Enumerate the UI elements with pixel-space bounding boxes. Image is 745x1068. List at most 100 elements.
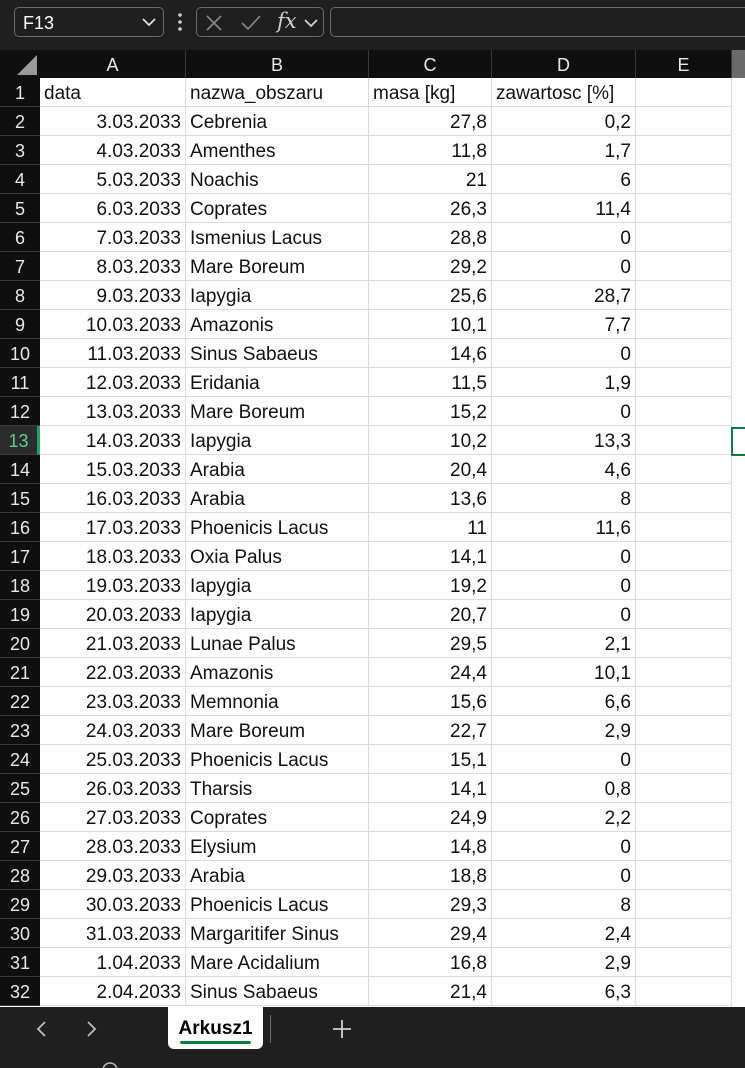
cell[interactable] — [636, 426, 732, 455]
row-header[interactable]: 8 — [0, 281, 40, 310]
cell[interactable]: 6.03.2033 — [40, 194, 186, 223]
cell[interactable]: 11 — [369, 513, 492, 542]
cell[interactable] — [636, 774, 732, 803]
column-header-e[interactable]: E — [636, 50, 732, 78]
chevron-right-icon[interactable] — [82, 1019, 100, 1039]
cell[interactable]: 27,8 — [369, 107, 492, 136]
cell[interactable]: 11,4 — [492, 194, 636, 223]
cell[interactable]: 14.03.2033 — [40, 426, 186, 455]
cell[interactable]: 0 — [492, 745, 636, 774]
cell[interactable]: 10.03.2033 — [40, 310, 186, 339]
sheet-tab-label[interactable]: Arkusz1 — [178, 1018, 253, 1039]
cell[interactable]: 26.03.2033 — [40, 774, 186, 803]
cell[interactable] — [636, 165, 732, 194]
cell[interactable]: Iapygia — [186, 600, 369, 629]
accessibility-icon[interactable] — [100, 1060, 120, 1068]
cell[interactable]: Arabia — [186, 861, 369, 890]
cell[interactable]: 28.03.2033 — [40, 832, 186, 861]
cell[interactable]: 11.03.2033 — [40, 339, 186, 368]
cell[interactable]: Elysium — [186, 832, 369, 861]
select-all-button[interactable] — [0, 50, 40, 78]
cell[interactable]: 3.03.2033 — [40, 107, 186, 136]
cell[interactable]: 0 — [492, 861, 636, 890]
cell[interactable]: Oxia Palus — [186, 542, 369, 571]
cell[interactable]: Cebrenia — [186, 107, 369, 136]
cell[interactable]: 10,2 — [369, 426, 492, 455]
cell[interactable] — [636, 832, 732, 861]
cell[interactable]: 0 — [492, 571, 636, 600]
row-header[interactable]: 18 — [0, 571, 40, 600]
cell[interactable]: 24.03.2033 — [40, 716, 186, 745]
chevron-down-icon[interactable] — [141, 13, 157, 31]
cell[interactable]: 21,4 — [369, 977, 492, 1006]
cell[interactable]: Mare Boreum — [186, 397, 369, 426]
cell[interactable]: 9.03.2033 — [40, 281, 186, 310]
vertical-scrollbar[interactable] — [732, 50, 745, 78]
column-header-a[interactable]: A — [40, 50, 186, 78]
cell[interactable]: 29,4 — [369, 919, 492, 948]
row-header[interactable]: 15 — [0, 484, 40, 513]
cell[interactable]: 19,2 — [369, 571, 492, 600]
active-cell-outline[interactable] — [731, 427, 745, 456]
row-header[interactable]: 30 — [0, 919, 40, 948]
cell[interactable]: 15,1 — [369, 745, 492, 774]
cell[interactable] — [636, 339, 732, 368]
cell[interactable]: 20.03.2033 — [40, 600, 186, 629]
cell[interactable]: nazwa_obszaru — [186, 78, 369, 107]
row-header[interactable]: 16 — [0, 513, 40, 542]
cell[interactable] — [636, 687, 732, 716]
vertical-dots-icon[interactable] — [174, 10, 186, 34]
cell[interactable]: 18,8 — [369, 861, 492, 890]
cell[interactable]: 14,8 — [369, 832, 492, 861]
cell[interactable]: 30.03.2033 — [40, 890, 186, 919]
cell[interactable]: Mare Boreum — [186, 716, 369, 745]
cell[interactable]: 11,8 — [369, 136, 492, 165]
cell[interactable]: Amazonis — [186, 658, 369, 687]
cell[interactable]: 6,3 — [492, 977, 636, 1006]
cell[interactable]: 2,9 — [492, 716, 636, 745]
column-header-c[interactable]: C — [369, 50, 492, 78]
sheet-tab-active[interactable]: Arkusz1 — [168, 1007, 263, 1049]
row-header[interactable]: 7 — [0, 252, 40, 281]
cell[interactable]: Iapygia — [186, 426, 369, 455]
cell[interactable]: 13,6 — [369, 484, 492, 513]
cell[interactable]: 22,7 — [369, 716, 492, 745]
cell[interactable]: 29,3 — [369, 890, 492, 919]
cell[interactable] — [636, 600, 732, 629]
row-header[interactable]: 12 — [0, 397, 40, 426]
cell[interactable]: Tharsis — [186, 774, 369, 803]
cell[interactable] — [636, 107, 732, 136]
cell[interactable]: 4,6 — [492, 455, 636, 484]
cell[interactable]: 23.03.2033 — [40, 687, 186, 716]
cell[interactable]: 15,6 — [369, 687, 492, 716]
cell[interactable]: 28,7 — [492, 281, 636, 310]
row-header[interactable]: 4 — [0, 165, 40, 194]
cell[interactable]: Phoenicis Lacus — [186, 745, 369, 774]
row-header[interactable]: 5 — [0, 194, 40, 223]
cell[interactable]: 0 — [492, 339, 636, 368]
column-header-d[interactable]: D — [492, 50, 636, 78]
cell[interactable]: 2.04.2033 — [40, 977, 186, 1006]
cell[interactable]: Ismenius Lacus — [186, 223, 369, 252]
formula-input[interactable] — [330, 7, 745, 37]
cell[interactable]: 20,4 — [369, 455, 492, 484]
cell[interactable] — [636, 136, 732, 165]
cell[interactable]: 2,1 — [492, 629, 636, 658]
cell[interactable]: 13,3 — [492, 426, 636, 455]
cell[interactable]: Sinus Sabaeus — [186, 339, 369, 368]
cell[interactable]: Coprates — [186, 194, 369, 223]
cell[interactable]: 7,7 — [492, 310, 636, 339]
cell[interactable] — [636, 658, 732, 687]
row-header[interactable]: 24 — [0, 745, 40, 774]
cell[interactable]: 17.03.2033 — [40, 513, 186, 542]
row-header[interactable]: 32 — [0, 977, 40, 1006]
cell[interactable]: 24,4 — [369, 658, 492, 687]
cell[interactable] — [636, 281, 732, 310]
cell[interactable]: 25.03.2033 — [40, 745, 186, 774]
cell[interactable]: 11,5 — [369, 368, 492, 397]
row-header[interactable]: 26 — [0, 803, 40, 832]
cell[interactable] — [636, 310, 732, 339]
name-box[interactable]: F13 — [14, 7, 164, 37]
cell[interactable]: 1,7 — [492, 136, 636, 165]
